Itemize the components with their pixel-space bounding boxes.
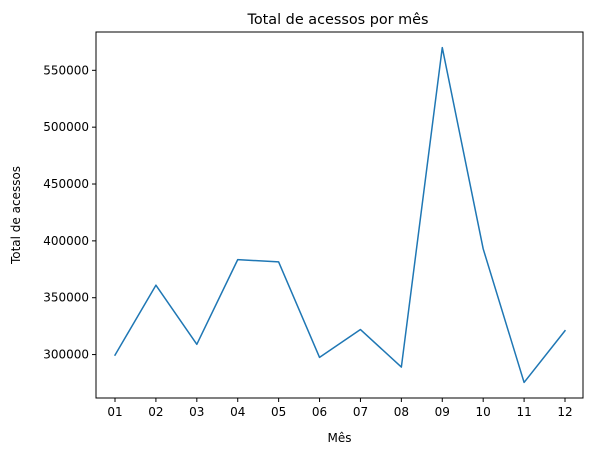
y-tick-label: 350000 (43, 291, 89, 305)
y-tick-label: 550000 (43, 63, 89, 77)
x-tick-label: 09 (435, 405, 450, 419)
x-tick-label: 12 (557, 405, 572, 419)
x-tick-label: 10 (476, 405, 491, 419)
series-layer (113, 46, 567, 384)
series-line (113, 46, 567, 384)
y-axis-label: Total de acessos (9, 166, 23, 265)
y-tick-label: 300000 (43, 348, 89, 362)
x-tick-label: 08 (394, 405, 409, 419)
x-axis-ticks: 01 02 03 04 05 06 07 08 09 10 11 12 (107, 398, 573, 419)
y-tick-label: 400000 (43, 234, 89, 248)
x-axis-label: Mês (328, 431, 352, 445)
x-tick-label: 11 (516, 405, 531, 419)
x-tick-label: 05 (271, 405, 286, 419)
chart-title: Total de acessos por mês (247, 12, 429, 28)
x-tick-label: 04 (230, 405, 245, 419)
x-tick-label: 02 (148, 405, 163, 419)
x-tick-label: 01 (107, 405, 122, 419)
x-tick-label: 03 (189, 405, 204, 419)
y-axis-ticks: 300000 350000 400000 450000 500000 550000 (43, 63, 96, 362)
x-tick-label: 07 (353, 405, 368, 419)
x-tick-label: 06 (312, 405, 327, 419)
y-tick-label: 450000 (43, 177, 89, 191)
plot-frame (95, 31, 584, 399)
y-tick-label: 500000 (43, 120, 89, 134)
